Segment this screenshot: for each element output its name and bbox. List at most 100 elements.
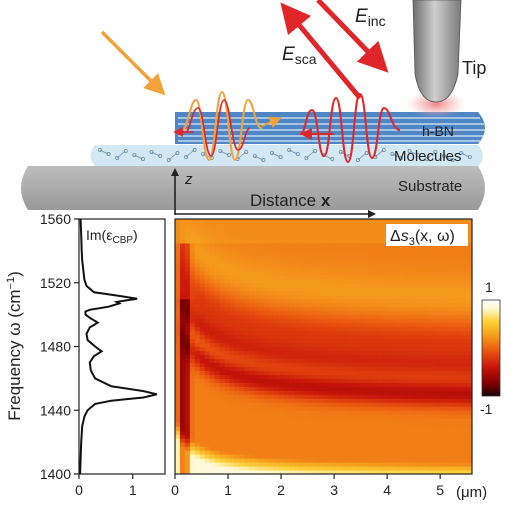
heatmap-cell (353, 322, 359, 328)
heatmap-cell (417, 438, 424, 443)
heatmap-cell (422, 270, 429, 276)
heatmap-cell (175, 470, 181, 474)
heatmap-cell (283, 238, 290, 244)
heatmap-cell (437, 426, 443, 431)
heatmap-cell (333, 406, 339, 411)
heatmap-cell (278, 346, 285, 352)
heatmap-cell (234, 422, 240, 427)
heatmap-cell (194, 230, 201, 236)
heatmap-cell (259, 342, 265, 348)
heatmap-cell (402, 254, 409, 260)
heatmap-cell (358, 262, 364, 268)
heatmap-cell (392, 258, 399, 264)
heatmap-cell (204, 462, 211, 467)
heatmap-cell (254, 238, 260, 244)
heatmap-cell (442, 274, 448, 280)
heatmap-cell (387, 382, 394, 387)
heatmap-cell (199, 358, 206, 364)
heatmap-cell (199, 446, 206, 451)
heatmap-cell (274, 322, 280, 328)
heatmap-cell (377, 270, 384, 276)
heatmap-cell (194, 398, 201, 403)
heatmap-cell (353, 314, 359, 320)
heatmap-cell (338, 294, 344, 300)
heatmap-cell (407, 282, 414, 288)
heatmap-cell (402, 250, 409, 256)
heatmap-cell (199, 302, 206, 308)
heatmap-cell (387, 378, 394, 383)
heatmap-cell (303, 370, 310, 375)
heatmap-cell (199, 286, 206, 292)
heatmap-cell (303, 318, 310, 324)
heatmap-cell (254, 430, 260, 435)
heatmap-cell (184, 270, 191, 276)
heatmap-cell (377, 238, 384, 244)
molecule-dot (269, 150, 274, 155)
heatmap-cell (338, 282, 344, 288)
heatmap-cell (274, 306, 280, 312)
heatmap-cell (234, 226, 240, 232)
molecule-bond (426, 151, 436, 160)
heatmap-cell (377, 370, 384, 375)
heatmap-cell (214, 274, 221, 280)
heatmap-cell (293, 306, 300, 312)
heatmap-cell (462, 342, 468, 348)
heatmap-cell (229, 270, 235, 276)
heatmap-cell (293, 302, 300, 308)
heatmap-cell (184, 462, 191, 467)
heatmap-cell (278, 382, 285, 387)
heatmap-cell (259, 250, 265, 256)
heatmap-cell (333, 466, 339, 471)
heatmap-cell (249, 238, 255, 244)
heatmap-cell (447, 402, 453, 407)
heatmap-cell (239, 438, 245, 443)
heatmap-cell (184, 458, 191, 463)
heatmap-cell (194, 238, 201, 244)
heatmap-cell (288, 374, 295, 379)
heatmap-cell (293, 414, 300, 419)
heatmap-cell (382, 262, 389, 268)
heatmap-cell (427, 398, 433, 403)
heatmap-cell (338, 362, 344, 368)
heatmap-cell (328, 234, 334, 240)
heatmap-cell (274, 250, 280, 256)
heatmap-cell (234, 310, 240, 316)
heatmap-cell (259, 290, 265, 296)
heatmap-cell (278, 230, 285, 236)
heatmap-cell (303, 290, 310, 296)
heatmap-cell (288, 458, 295, 463)
heatmap-cell (288, 446, 295, 451)
heatmap-cell (422, 442, 429, 447)
heatmap-cell (343, 362, 349, 368)
heatmap-cell (259, 322, 265, 328)
heatmap-cell (333, 318, 339, 324)
heatmap-cell (264, 374, 270, 379)
heatmap-cell (229, 258, 235, 264)
heatmap-cell (392, 446, 399, 451)
heatmap-cell (382, 430, 389, 435)
heatmap-cell (219, 318, 226, 324)
heatmap-cell (368, 219, 374, 224)
heatmap-cell (194, 390, 201, 395)
heatmap-cell (209, 434, 216, 439)
heatmap-cell (209, 410, 216, 415)
heatmap-cell (179, 282, 186, 288)
heatmap-cell (179, 466, 186, 471)
heatmap-cell (189, 314, 196, 320)
heatmap-cell (318, 430, 325, 435)
heatmap-cell (467, 418, 472, 423)
heatmap-cell (283, 362, 290, 368)
heatmap-cell (462, 346, 468, 352)
heatmap-cell (303, 354, 310, 360)
heatmap-cell (244, 470, 250, 474)
heatmap-cell (417, 219, 424, 224)
heatmap-cell (234, 370, 240, 375)
heatmap-cell (244, 442, 250, 447)
heatmap-cell (283, 314, 290, 320)
heatmap-cell (358, 470, 364, 474)
heatmap-cell (328, 410, 334, 415)
heatmap-cell (412, 386, 419, 391)
heatmap-cell (234, 358, 240, 364)
heatmap-cell (278, 254, 285, 260)
heatmap-cell (323, 342, 330, 348)
